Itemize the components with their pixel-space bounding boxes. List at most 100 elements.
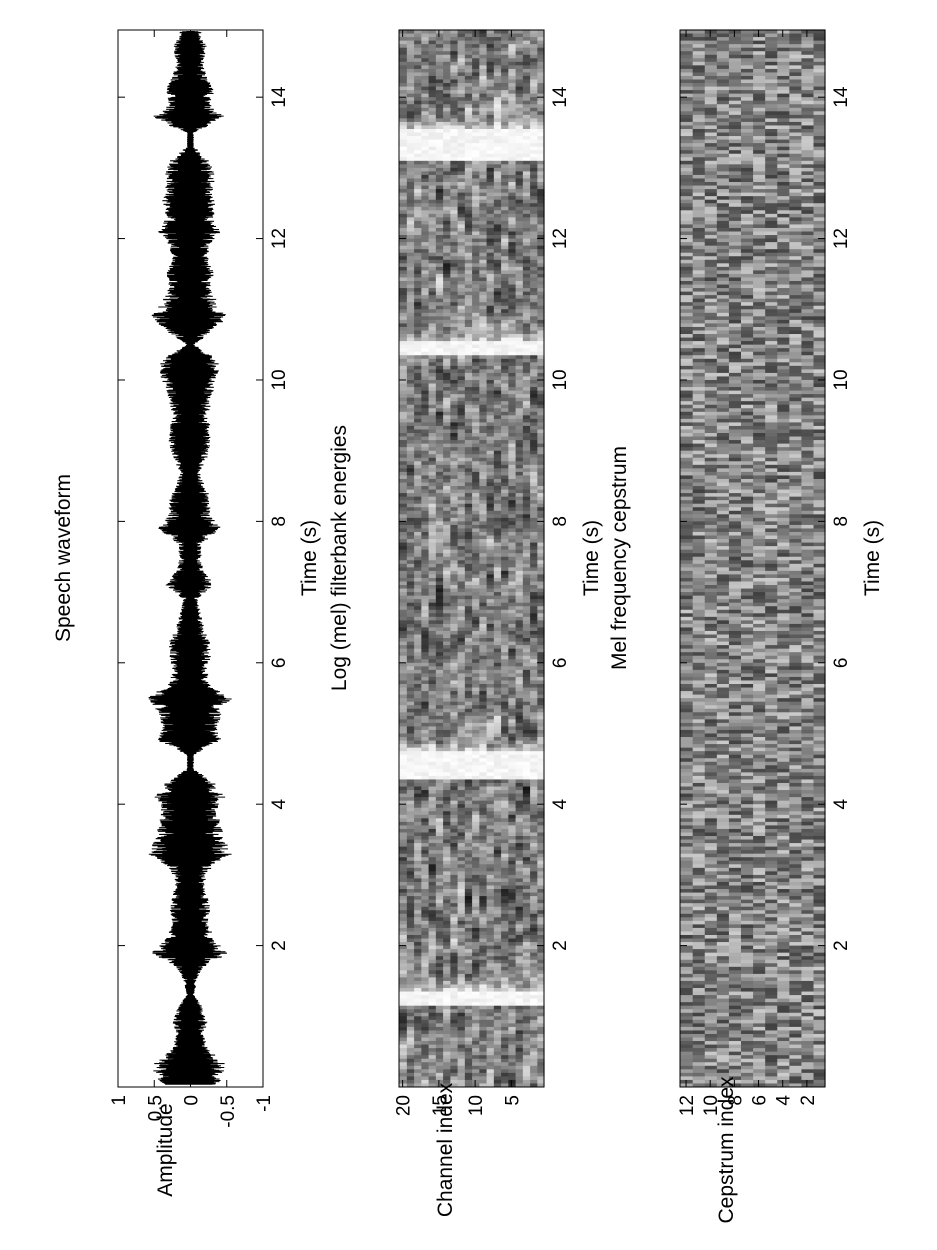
- heatmap-cell: [413, 789, 422, 794]
- heatmap-cell: [486, 686, 494, 692]
- heatmap-cell: [493, 895, 502, 900]
- heatmap-cell: [478, 496, 487, 501]
- heatmap-cell: [471, 792, 480, 798]
- heatmap-cell: [478, 902, 487, 907]
- heatmap-cell: [536, 732, 545, 738]
- heatmap-cell: [500, 920, 509, 925]
- heatmap-cell: [471, 1068, 480, 1073]
- heatmap-cell: [529, 1026, 538, 1031]
- heatmap-cell: [428, 711, 436, 716]
- heatmap-cell: [449, 527, 458, 532]
- heatmap-cell: [493, 322, 502, 327]
- heatmap-cell: [406, 701, 415, 706]
- heatmap-cell: [507, 927, 516, 932]
- heatmap-cell: [464, 1029, 473, 1034]
- heatmap-cell: [406, 453, 415, 458]
- heatmap-cell: [420, 683, 429, 688]
- heatmap-cell: [399, 488, 407, 494]
- heatmap-cell: [449, 435, 458, 441]
- heatmap-cell: [500, 474, 509, 479]
- heatmap-cell: [471, 213, 480, 218]
- heatmap-cell: [493, 368, 502, 373]
- heatmap-cell: [478, 676, 487, 681]
- heatmap-cell: [522, 1029, 531, 1034]
- heatmap-cell: [428, 846, 436, 851]
- heatmap-cell: [529, 347, 538, 352]
- heatmap-cell: [464, 842, 473, 847]
- heatmap-cell: [478, 807, 487, 812]
- heatmap-cell: [399, 503, 407, 508]
- heatmap-cell: [435, 283, 444, 289]
- heatmap-cell: [529, 329, 538, 335]
- heatmap-cell: [406, 478, 415, 483]
- heatmap-cell: [406, 382, 415, 388]
- heatmap-cell: [522, 407, 531, 412]
- heatmap-cell: [522, 792, 531, 798]
- heatmap-cell: [507, 234, 516, 239]
- heatmap-cell: [536, 718, 545, 723]
- heatmap-cell: [449, 633, 458, 639]
- heatmap-cell: [442, 775, 451, 780]
- heatmap-cell: [428, 884, 436, 890]
- heatmap-cell: [493, 860, 502, 865]
- heatmap-cell: [522, 697, 531, 702]
- heatmap-cell: [464, 386, 473, 391]
- heatmap-cell: [464, 679, 473, 684]
- heatmap-cell: [399, 248, 407, 253]
- heatmap-cell: [457, 283, 465, 289]
- heatmap-cell: [529, 1019, 538, 1024]
- heatmap-cell: [464, 711, 473, 716]
- heatmap-cell: [420, 294, 429, 299]
- heatmap-cell: [536, 856, 545, 861]
- heatmap-cell: [478, 340, 487, 345]
- heatmap-cell: [522, 1068, 531, 1073]
- heatmap-cell: [457, 280, 465, 285]
- heatmap-cell: [413, 863, 422, 868]
- heatmap-cell: [442, 393, 451, 398]
- heatmap-cell: [522, 577, 531, 582]
- heatmap-cell: [500, 496, 509, 501]
- heatmap-cell: [399, 397, 407, 402]
- heatmap-cell: [428, 792, 436, 798]
- heatmap-cell: [471, 443, 480, 448]
- heatmap-cell: [413, 248, 422, 253]
- heatmap-cell: [406, 694, 415, 699]
- heatmap-cell: [522, 298, 531, 303]
- heatmap-cell: [529, 884, 538, 890]
- heatmap-cell: [464, 1051, 473, 1056]
- heatmap-cell: [536, 241, 545, 246]
- heatmap-cell: [522, 216, 531, 221]
- heatmap-cell: [486, 580, 494, 586]
- heatmap-cell: [515, 679, 523, 684]
- heatmap-cell: [442, 347, 451, 352]
- heatmap-cell: [478, 347, 487, 352]
- heatmap-cell: [464, 814, 473, 819]
- heatmap-cell: [406, 803, 415, 808]
- heatmap-cell: [413, 715, 422, 720]
- heatmap-cell: [420, 662, 429, 667]
- heatmap-cell: [493, 616, 502, 621]
- heatmap-cell: [406, 259, 415, 264]
- heatmap-cell: [507, 633, 516, 639]
- heatmap-cell: [413, 655, 422, 660]
- heatmap-cell: [406, 718, 415, 723]
- heatmap-cell: [435, 354, 444, 359]
- heatmap-cell: [406, 1040, 415, 1045]
- heatmap-cell: [536, 389, 545, 395]
- heatmap-cell: [420, 336, 429, 342]
- heatmap-cell: [399, 559, 407, 564]
- heatmap-cell: [536, 1001, 545, 1006]
- heatmap-cell: [399, 906, 407, 911]
- heatmap-cell: [413, 541, 422, 547]
- heatmap-cell: [442, 386, 451, 391]
- heatmap-cell: [486, 213, 494, 218]
- heatmap-cell: [500, 255, 509, 260]
- heatmap-cell: [536, 937, 545, 943]
- heatmap-cell: [515, 952, 523, 957]
- heatmap-cell: [464, 1005, 473, 1010]
- heatmap-cell: [536, 683, 545, 688]
- heatmap-cell: [515, 870, 523, 875]
- heatmap-cell: [464, 541, 473, 547]
- heatmap-cell: [507, 718, 516, 723]
- heatmap-cell: [406, 831, 415, 837]
